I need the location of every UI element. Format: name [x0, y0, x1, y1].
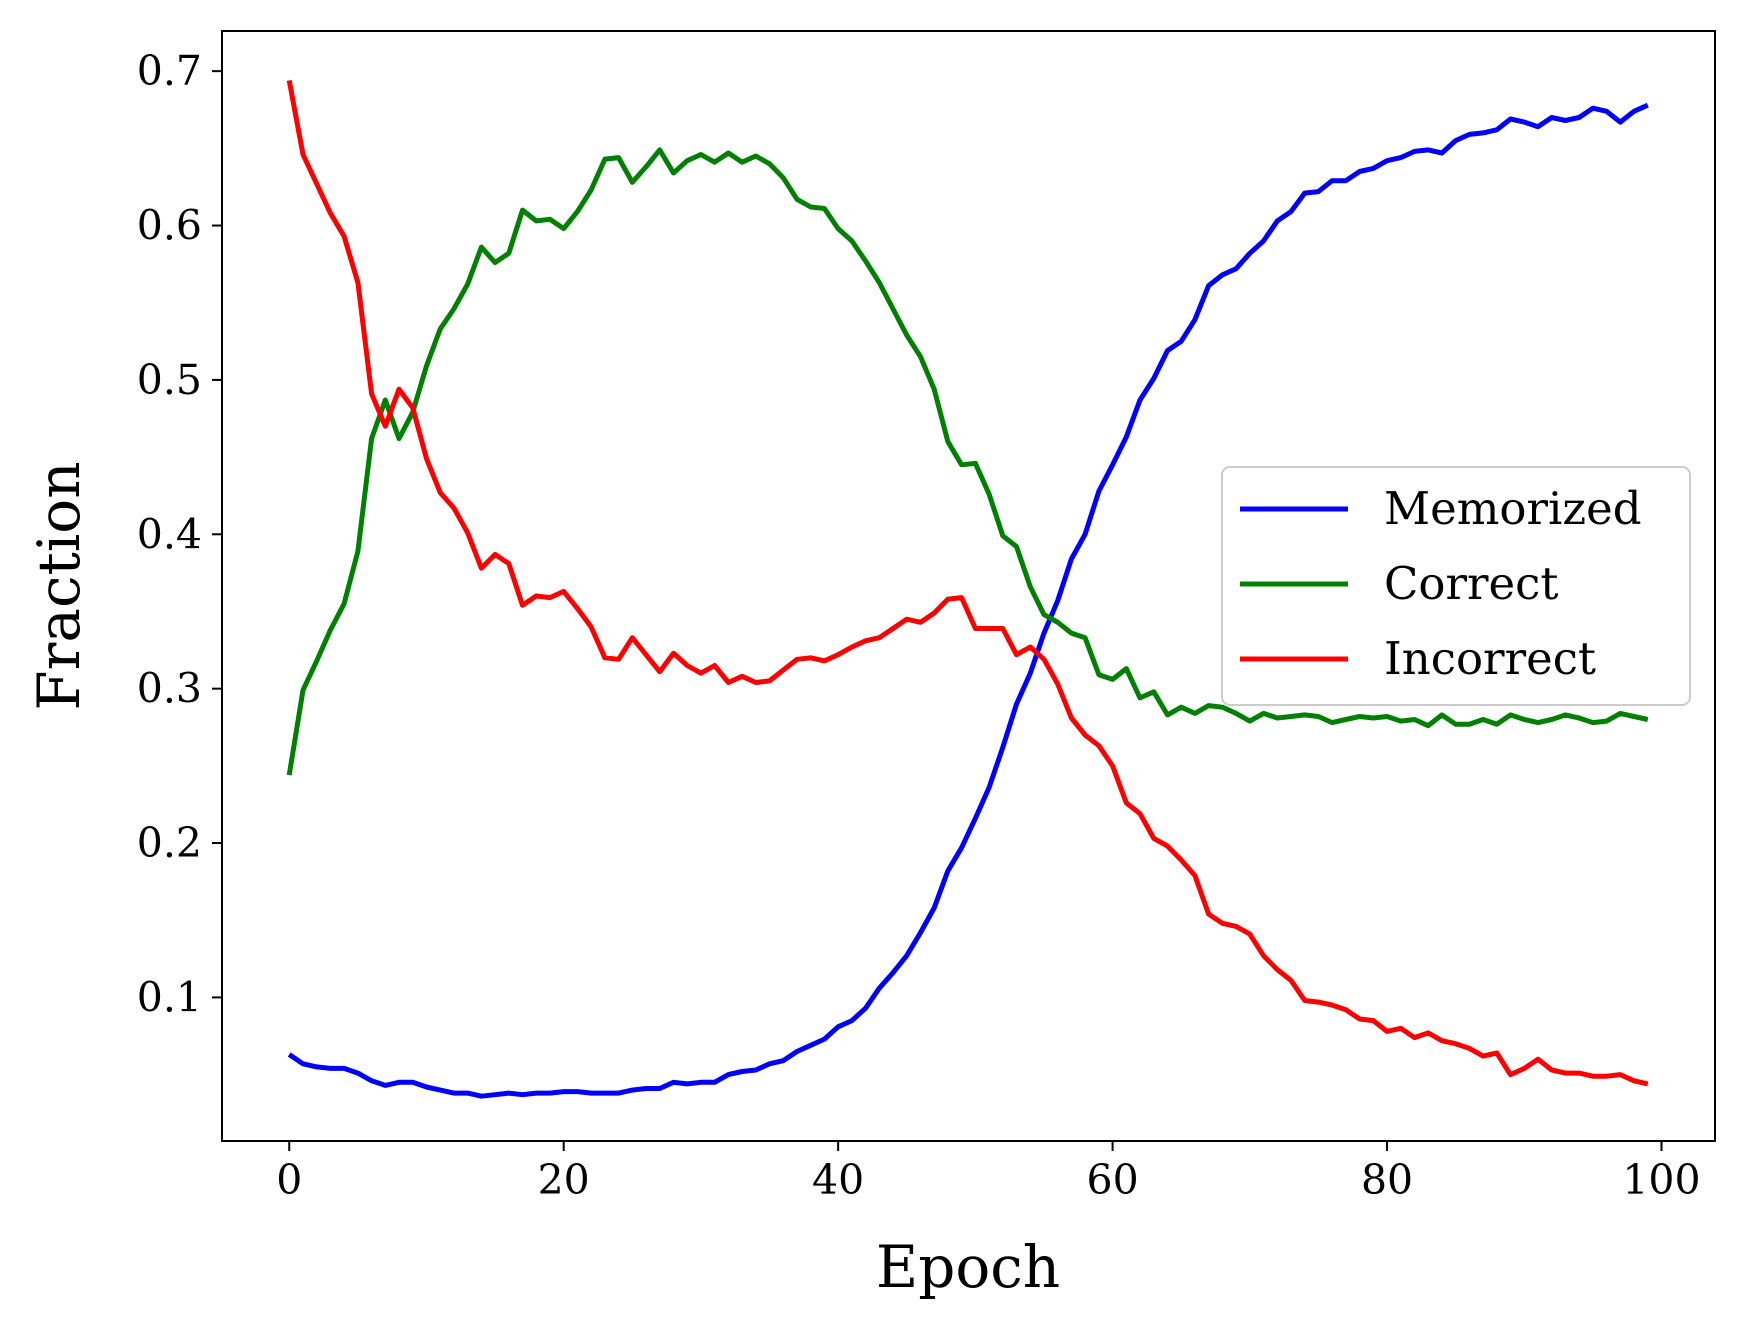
plot-frame [221, 30, 1716, 1142]
y-tick-label: 0.1 [137, 973, 202, 1021]
y-tick-label: 0.4 [137, 510, 202, 558]
y-axis-label: Fraction [25, 461, 93, 710]
series-line-incorrect [286, 79, 1649, 1087]
x-tick-label: 40 [812, 1156, 864, 1204]
x-tick-label: 80 [1361, 1156, 1413, 1204]
y-tick-label: 0.7 [137, 47, 202, 95]
x-tick-label: 100 [1622, 1156, 1700, 1204]
y-tick-label: 0.3 [137, 665, 202, 713]
legend-box [1221, 466, 1691, 706]
legend-label-correct: Correct [1384, 557, 1558, 610]
x-axis-label: Epoch [876, 1233, 1060, 1301]
x-tick-label: 0 [276, 1156, 302, 1204]
x-axis-ticks: 0 20 40 60 80 100 [276, 1141, 1701, 1204]
y-axis-ticks: 0.1 0.2 0.3 0.4 0.5 0.6 0.7 [137, 47, 222, 1021]
legend: Memorized Correct Incorrect [1221, 466, 1691, 706]
x-tick-label: 20 [538, 1156, 590, 1204]
series-line-correct [286, 147, 1649, 776]
legend-label-incorrect: Incorrect [1384, 632, 1596, 685]
y-tick-label: 0.6 [137, 202, 202, 250]
legend-label-memorized: Memorized [1384, 482, 1642, 535]
x-tick-label: 60 [1086, 1156, 1138, 1204]
series-layer [286, 79, 1649, 1099]
y-tick-label: 0.2 [137, 819, 202, 867]
y-tick-label: 0.5 [137, 356, 202, 404]
series-line-memorized [287, 102, 1649, 1099]
